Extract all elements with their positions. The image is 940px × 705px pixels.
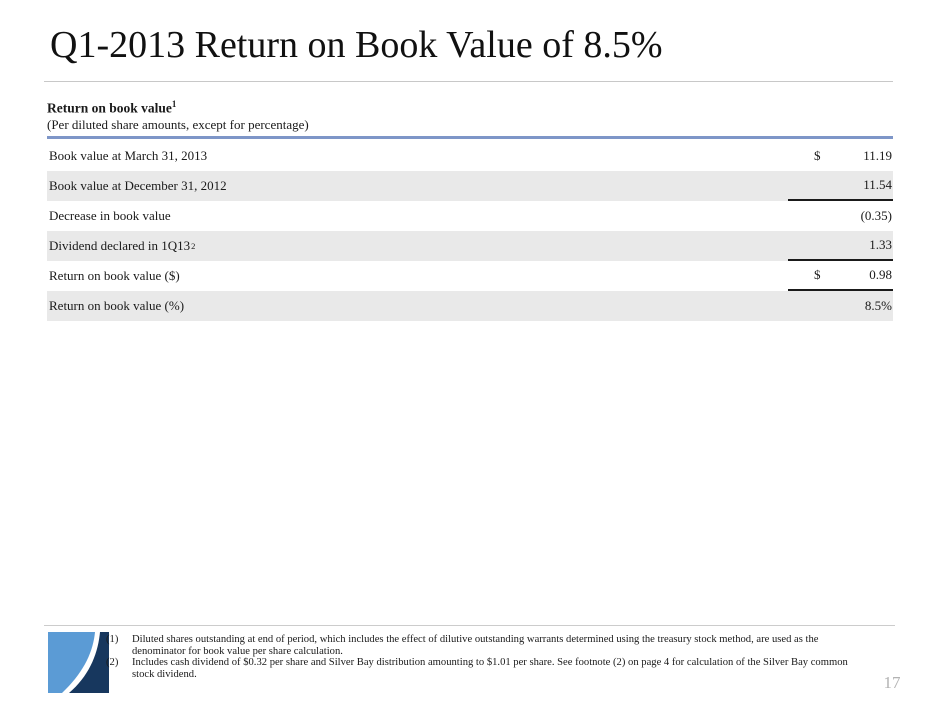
footnote-text: Includes cash dividend of $0.32 per shar… (132, 657, 848, 680)
row-value: (0.35) (860, 208, 892, 223)
table-header-label: Return on book value (47, 100, 172, 116)
table-accent-rule (47, 136, 893, 139)
page-number: 17 (883, 673, 901, 692)
row-value-cell: $ 11.19 (788, 141, 893, 171)
row-label: Decrease in book value (49, 208, 171, 223)
row-label-cell: Dividend declared in 1Q13 2 (47, 231, 788, 261)
footnote-number: (1) (106, 634, 119, 645)
table-row: Book value at December 31, 2012 11.54 (47, 171, 893, 201)
row-value-cell: (0.35) (788, 201, 893, 231)
footnote-item: (1) Diluted shares outstanding at end of… (106, 634, 872, 657)
row-value-cell: 11.54 (788, 171, 893, 201)
table-rows: Book value at March 31, 2013 $ 11.19 Boo… (47, 141, 893, 321)
footnote-number: (2) (106, 657, 119, 669)
table-header-footnote-ref: 1 (171, 99, 177, 109)
row-value: 11.19 (863, 148, 892, 163)
row-value: 1.33 (869, 237, 892, 252)
logo-dark-shape (69, 632, 109, 693)
row-value-cell: 8.5% (788, 291, 893, 321)
table-header: Return on book value1 (47, 99, 176, 117)
table-row: Return on book value (%) 8.5% (47, 291, 893, 321)
table-row: Decrease in book value (0.35) (47, 201, 893, 231)
table-subheader: (Per diluted share amounts, except for p… (47, 117, 309, 132)
logo-light-shape (48, 632, 95, 693)
row-value-cell: 1.33 (788, 231, 893, 261)
page-title: Q1-2013 Return on Book Value of 8.5% (50, 24, 663, 66)
footnotes: (1) Diluted shares outstanding at end of… (106, 634, 872, 680)
row-value: 8.5% (864, 298, 892, 313)
row-label-sup: 2 (191, 241, 196, 251)
table-row: Book value at March 31, 2013 $ 11.19 (47, 141, 893, 171)
table-row: Dividend declared in 1Q13 2 1.33 (47, 231, 893, 261)
row-value-cell: $ 0.98 (788, 261, 893, 291)
footnote-text: Diluted shares outstanding at end of per… (132, 634, 819, 657)
row-label: Book value at December 31, 2012 (49, 178, 227, 193)
currency-symbol: $ (814, 267, 821, 282)
row-label-cell: Book value at December 31, 2012 (47, 171, 788, 201)
title-divider (44, 81, 893, 82)
row-label-cell: Book value at March 31, 2013 (47, 141, 788, 171)
row-value: 11.54 (863, 177, 892, 192)
row-label: Return on book value ($) (49, 268, 180, 283)
row-label: Dividend declared in 1Q13 (49, 238, 191, 253)
footer-divider (44, 625, 895, 626)
currency-symbol: $ (814, 148, 821, 163)
footnote-item: (2) Includes cash dividend of $0.32 per … (106, 657, 872, 680)
row-value: 0.98 (869, 267, 892, 282)
row-label: Book value at March 31, 2013 (49, 148, 208, 163)
row-label-cell: Decrease in book value (47, 201, 788, 231)
row-label: Return on book value (%) (49, 298, 185, 313)
table-row: Return on book value ($) $ 0.98 (47, 261, 893, 291)
row-label-cell: Return on book value (%) (47, 291, 788, 321)
row-label-cell: Return on book value ($) (47, 261, 788, 291)
company-logo-icon (48, 632, 109, 693)
